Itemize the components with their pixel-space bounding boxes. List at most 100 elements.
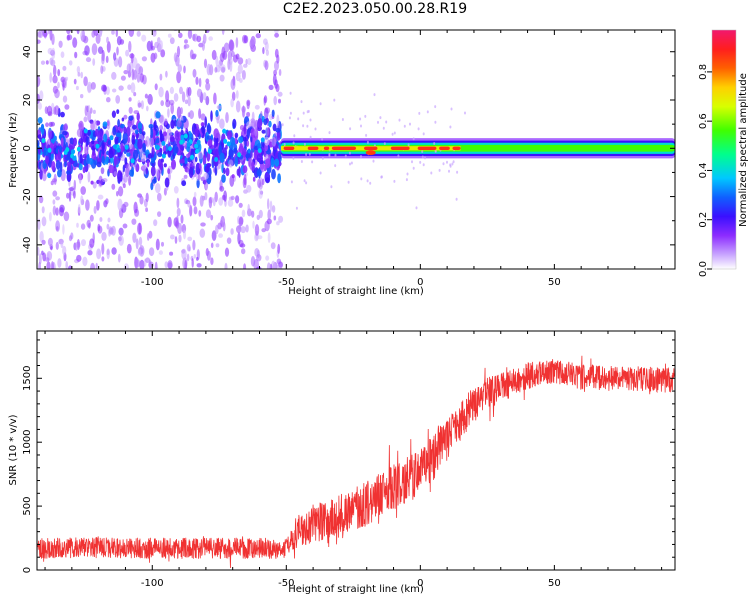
heatmap-cell (170, 136, 176, 142)
heatmap-cell (241, 209, 246, 218)
heatmap-cell (250, 161, 256, 172)
heatmap-cell (334, 164, 337, 168)
heatmap-cell (55, 207, 59, 216)
heatmap-cell (247, 148, 251, 154)
heatmap-cell (216, 105, 222, 110)
heatmap-cell (211, 49, 217, 61)
heatmap-cell (124, 144, 129, 150)
heatmap-cell (109, 135, 114, 141)
heatmap-cell (210, 214, 214, 221)
heatmap-cell (264, 107, 269, 120)
heatmap-cell (275, 83, 280, 93)
heatmap-cell (205, 82, 211, 91)
heatmap-cell (141, 165, 147, 170)
heatmap-cell (184, 99, 188, 105)
heatmap-cell (118, 56, 123, 68)
heatmap-cell (184, 260, 187, 269)
heatmap-cell (167, 33, 172, 38)
heatmap-cell (92, 109, 96, 114)
heatmap-cell (271, 109, 275, 118)
heatmap-cell (97, 194, 104, 200)
heatmap-cell (78, 120, 84, 131)
heatmap-cell (257, 148, 262, 154)
heatmap-cell (235, 71, 241, 82)
heatmap-cell (218, 197, 224, 206)
heatmap-cell (452, 160, 455, 164)
heatmap-cell (397, 154, 400, 158)
heatmap-cell (155, 238, 160, 251)
heatmap-cell (234, 156, 239, 167)
heatmap-cell (173, 93, 179, 102)
heatmap-cell (274, 32, 279, 38)
heatmap-cell (256, 169, 262, 177)
heatmap-cell (179, 86, 183, 95)
heatmap-cell (111, 30, 115, 35)
heatmap-cell (219, 74, 225, 82)
heatmap-cell (137, 122, 143, 130)
heatmap-cell (88, 141, 92, 148)
heatmap-cell (55, 241, 59, 250)
snr-frame (36, 330, 676, 571)
heatmap-cell (365, 150, 376, 156)
heatmap-cell (246, 100, 250, 110)
heatmap-cell (256, 266, 262, 269)
heatmap-cell (37, 117, 43, 124)
heatmap-cell (140, 156, 146, 162)
heatmap-cell (200, 222, 206, 227)
heatmap-cell (123, 263, 129, 269)
heatmap-cell (164, 177, 170, 188)
heatmap-cell (147, 153, 153, 159)
colorbar-gradient (712, 30, 736, 269)
heatmap-cell (150, 128, 154, 139)
heatmap-cell (350, 161, 353, 165)
x-tick-label: 0 (417, 578, 423, 589)
heatmap-cell (189, 205, 193, 217)
heatmap-cell (79, 154, 83, 164)
heatmap-cell (217, 222, 222, 230)
heatmap-cell (111, 71, 117, 80)
heatmap-cell (214, 67, 218, 73)
heatmap-cell (265, 255, 270, 261)
heatmap-cell (269, 200, 273, 212)
heatmap-cell (131, 218, 137, 225)
heatmap-cell (137, 138, 143, 150)
heatmap-cell (141, 34, 147, 42)
heatmap-cell (64, 161, 67, 168)
y-tick-label: 500 (22, 497, 33, 516)
heatmap-cell (153, 219, 158, 227)
heatmap-cell (68, 187, 75, 192)
heatmap-cell (66, 34, 71, 41)
spectrogram-heatmap (37, 30, 675, 269)
x-tick-label: 50 (548, 277, 561, 288)
heatmap-cell (442, 162, 445, 166)
snr-series-line (37, 355, 675, 568)
heatmap-cell (191, 258, 194, 268)
heatmap-cell (145, 207, 149, 212)
heatmap-cell (91, 30, 96, 38)
heatmap-cell (73, 179, 77, 191)
heatmap-cell (189, 110, 194, 120)
heatmap-cell (170, 234, 175, 240)
heatmap-cell (303, 179, 306, 183)
heatmap-cell (246, 58, 252, 65)
heatmap-cell (47, 147, 52, 153)
heatmap-cell (237, 152, 242, 158)
heatmap-cell (222, 128, 227, 134)
heatmap-cell (277, 173, 281, 184)
heatmap-cell (196, 263, 202, 268)
heatmap-cell (46, 105, 53, 116)
heatmap-cell (456, 170, 459, 174)
heatmap-cell (116, 109, 120, 114)
heatmap-cell (47, 172, 52, 179)
heatmap-cell (246, 128, 250, 139)
heatmap-cell (43, 149, 47, 157)
heatmap-cell (128, 169, 134, 177)
heatmap-cell (278, 69, 282, 76)
heatmap-cell (59, 145, 62, 154)
heatmap-cell (37, 134, 42, 140)
heatmap-cell (47, 30, 51, 35)
y-tick-label: 0 (22, 145, 33, 151)
heatmap-cell (157, 192, 162, 202)
heatmap-cell (178, 234, 182, 243)
heatmap-cell (37, 39, 41, 44)
